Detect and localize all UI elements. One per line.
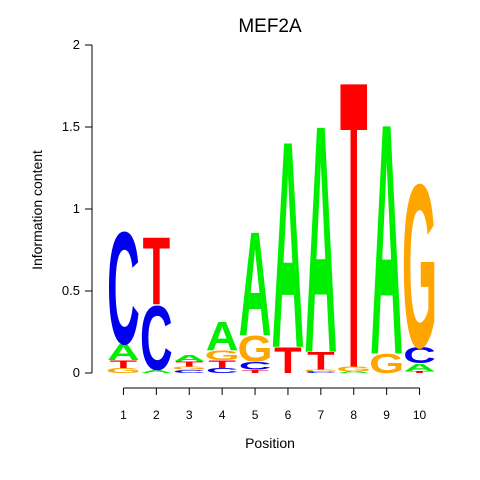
x-axis-label: Position: [245, 435, 295, 451]
x-tick-label: 8: [350, 408, 357, 422]
logo-letter-a-pos-5: A: [239, 201, 272, 367]
y-axis: 0 0.5 1 1.5 2: [62, 37, 93, 380]
logo-letter-a-pos-6: A: [272, 80, 305, 410]
logo-letter-a-pos-10: A: [403, 361, 436, 374]
logo-letter-c-pos-7: C: [305, 371, 338, 374]
logo-letter-a-pos-9: A: [370, 55, 403, 424]
logo-letter-g-pos-1: G: [106, 367, 141, 375]
x-tick-label: 1: [120, 408, 127, 422]
logo-letter-t-pos-1: T: [110, 358, 138, 371]
logo-letter-a-pos-2: A: [140, 369, 173, 374]
logo-letter-t-pos-7: T: [307, 347, 335, 375]
x-tick-label: 7: [318, 408, 325, 422]
logo-letter-a-pos-1: A: [107, 339, 140, 365]
x-tick-label: 3: [186, 408, 193, 422]
y-tick-label: 1.5: [62, 119, 80, 134]
x-tick-label: 6: [285, 408, 292, 422]
logo-letter-c-pos-10: C: [403, 343, 436, 369]
logo-letter-g-pos-7: G: [303, 369, 338, 372]
logo-letter-c-pos-4: C: [206, 367, 239, 375]
x-tick-label: 9: [383, 408, 390, 422]
x-tick-label: 10: [413, 408, 427, 422]
logo-letter-t-pos-4: T: [208, 358, 236, 371]
logo-letter-t-pos-2: T: [143, 217, 171, 325]
logo-letter-g-pos-8: G: [336, 365, 371, 373]
logo-letter-c-pos-1: C: [107, 198, 140, 378]
y-tick-label: 1: [73, 201, 80, 216]
x-tick-label: 4: [219, 408, 226, 422]
logo-letter-a-pos-7: A: [305, 59, 338, 422]
logo-letter-g-pos-5: G: [238, 329, 273, 370]
y-tick-label: 2: [73, 37, 80, 52]
logo-letter-g-pos-3: G: [172, 366, 207, 371]
x-tick-label: 2: [153, 408, 160, 422]
logo-letter-t-pos-6: T: [274, 340, 302, 381]
logo-letter-g-pos-10: G: [402, 136, 437, 397]
logo-letter-c-pos-2: C: [140, 289, 173, 390]
logo-letter-a-pos-4: A: [206, 314, 239, 360]
logo-letter-c-pos-5: C: [239, 359, 272, 372]
logo-letter-t-pos-8: T: [340, 0, 368, 454]
logo-letter-c-pos-3: C: [173, 369, 206, 374]
x-tick-label: 5: [252, 408, 259, 422]
logo-letter-t-pos-10: T: [406, 371, 434, 374]
logo-letter-g-pos-4: G: [205, 348, 240, 363]
logo-letter-t-pos-3: T: [175, 360, 203, 368]
logo-letter-t-pos-5: T: [241, 369, 269, 374]
x-axis: 1 2 3 4 5 6 7 8 9 10: [120, 387, 427, 422]
y-axis-label: Information content: [29, 150, 45, 270]
y-tick-label: 0.5: [62, 283, 80, 298]
logo-letter-a-pos-3: A: [173, 353, 206, 363]
logo-letter-a-pos-8: A: [337, 371, 370, 374]
chart-title: MEF2A: [238, 16, 302, 37]
y-tick-label: 0: [73, 365, 80, 380]
logo-letter-g-pos-9: G: [369, 348, 404, 379]
